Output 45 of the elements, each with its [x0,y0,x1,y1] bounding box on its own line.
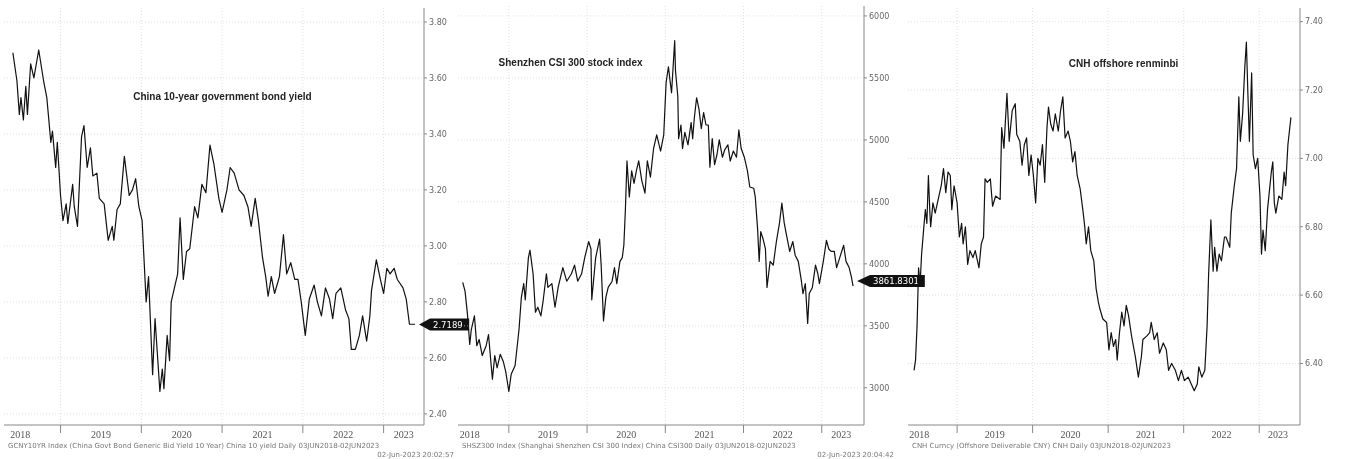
y-tick-label: 5500 [869,73,890,83]
x-tick-label: 2023 [393,429,414,440]
y-tick-label: 3.60 [429,73,447,83]
y-tick-label: 6.80 [1305,222,1323,232]
x-tick-label: 2021 [252,429,273,440]
x-tick-label: 2018 [909,429,930,440]
x-tick-label: 2021 [694,429,715,440]
y-tick-label: 2.40 [429,409,447,419]
y-tick-label: 3.20 [429,185,447,195]
text: CNH offshore renminbi [1068,58,1179,69]
y-tick-label: 2.80 [429,297,447,307]
x-tick-label: 2018 [459,429,480,440]
text: China 10-year government bond yield [133,91,312,102]
y-tick-label: 6.40 [1305,359,1323,369]
x-tick-label: 2022 [1211,429,1232,440]
text: Shenzhen CSI 300 stock index [498,57,643,68]
y-tick-label: 6000 [869,11,890,21]
x-tick-label: 2020 [616,429,637,440]
x-tick-label: 2019 [90,429,111,440]
y-tick-label: 7.20 [1305,85,1323,95]
y-tick-label: 4000 [869,259,890,269]
y-tick-label: 3.40 [429,129,447,139]
y-tick-label: 2.60 [429,353,447,363]
annotation: 2.7189 [433,319,463,330]
y-tick-label: 4500 [869,197,890,207]
x-tick-label: 2021 [1135,429,1156,440]
x-tick-label: 2020 [1060,429,1081,440]
x-tick-label: 2020 [171,429,192,440]
x-tick-label: 2022 [772,429,793,440]
y-tick-label: 3.80 [429,17,447,27]
x-tick-label: 2019 [984,429,1005,440]
x-tick-label: 2019 [537,429,558,440]
y-tick-label: 5000 [869,135,890,145]
y-tick-label: 3.00 [429,241,447,251]
y-tick-label: 3500 [869,321,890,331]
x-tick-label: 2022 [333,429,354,440]
x-tick-label: 2023 [831,429,852,440]
y-tick-label: 6.60 [1305,290,1323,300]
x-tick-label: 2023 [1268,429,1289,440]
annotation: 3861.8301 [873,275,919,286]
y-tick-label: 3000 [869,383,890,393]
line-series [12,49,416,393]
y-tick-label: 7.40 [1305,17,1323,27]
x-tick-label: 2018 [10,429,31,440]
y-tick-label: 7.00 [1305,154,1323,164]
